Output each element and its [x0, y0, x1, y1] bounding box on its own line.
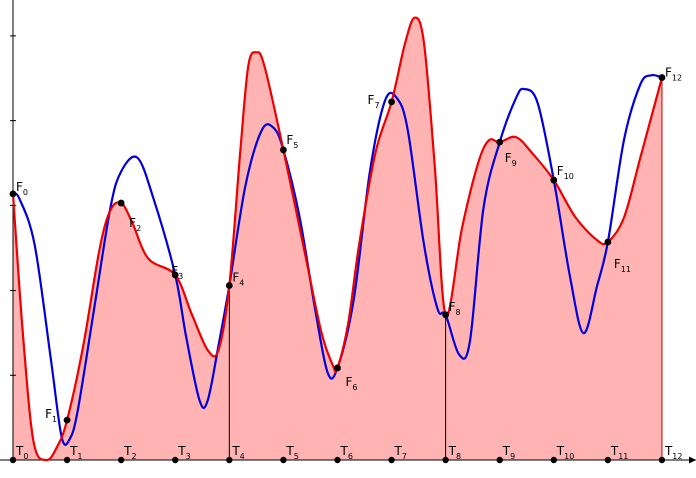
point-f11	[604, 238, 612, 246]
tick-point-t9	[496, 456, 503, 464]
point-f12	[658, 74, 666, 81]
tick-label-t0: T0	[15, 444, 28, 461]
point-label-f6: F6	[345, 375, 357, 392]
tick-point-t2	[117, 456, 125, 464]
tick-point-t3	[172, 456, 179, 464]
point-label-f5: F5	[286, 133, 298, 150]
point-f6	[334, 364, 341, 372]
point-label-f12: F12	[665, 66, 682, 83]
point-label-f2: F2	[129, 216, 141, 233]
point-f10	[550, 176, 558, 184]
tick-label-t2: T2	[123, 444, 136, 461]
tick-label-t4: T4	[231, 444, 244, 461]
point-f0	[9, 190, 17, 198]
tick-label-t10: T10	[556, 444, 575, 461]
tick-point-t12	[658, 456, 666, 464]
point-f2	[117, 199, 125, 207]
point-label-f11: F11	[614, 257, 631, 274]
tick-label-t8: T8	[448, 444, 461, 461]
tick-point-t6	[334, 456, 341, 464]
point-f7	[388, 98, 395, 106]
point-f1	[63, 416, 71, 424]
tick-label-t6: T6	[339, 444, 352, 461]
tick-point-t10	[550, 456, 557, 464]
tick-point-t8	[442, 456, 449, 464]
tick-label-t9: T9	[502, 444, 515, 461]
tick-label-t5: T5	[285, 444, 298, 461]
point-label-f4: F4	[232, 271, 244, 288]
point-f3	[171, 271, 179, 279]
x-axis-arrow	[689, 456, 696, 464]
tick-label-t11: T11	[610, 444, 629, 461]
point-label-f3: F3	[171, 264, 183, 281]
tick-point-t4	[226, 456, 233, 464]
point-label-f1: F1	[45, 407, 57, 424]
tick-label-t7: T7	[394, 444, 407, 461]
point-f5	[280, 146, 287, 154]
point-label-f9: F9	[505, 151, 517, 168]
tick-point-t0	[9, 456, 17, 464]
tick-label-t12: T12	[664, 444, 683, 461]
tick-point-t11	[604, 456, 612, 464]
red-curve	[11, 16, 664, 462]
point-f9	[496, 138, 504, 146]
point-label-f8: F8	[449, 300, 461, 317]
tick-label-t1: T1	[69, 444, 82, 461]
tick-point-t5	[280, 456, 287, 464]
point-label-f10: F10	[557, 164, 574, 181]
area-under-red-curve	[13, 17, 662, 461]
tick-point-t7	[388, 456, 395, 464]
tick-point-t1	[63, 456, 71, 464]
point-label-f0: F0	[16, 180, 28, 197]
tick-label-t3: T3	[177, 444, 190, 461]
point-label-f7: F7	[368, 93, 380, 110]
point-f4	[225, 282, 233, 289]
point-f8	[442, 311, 450, 319]
